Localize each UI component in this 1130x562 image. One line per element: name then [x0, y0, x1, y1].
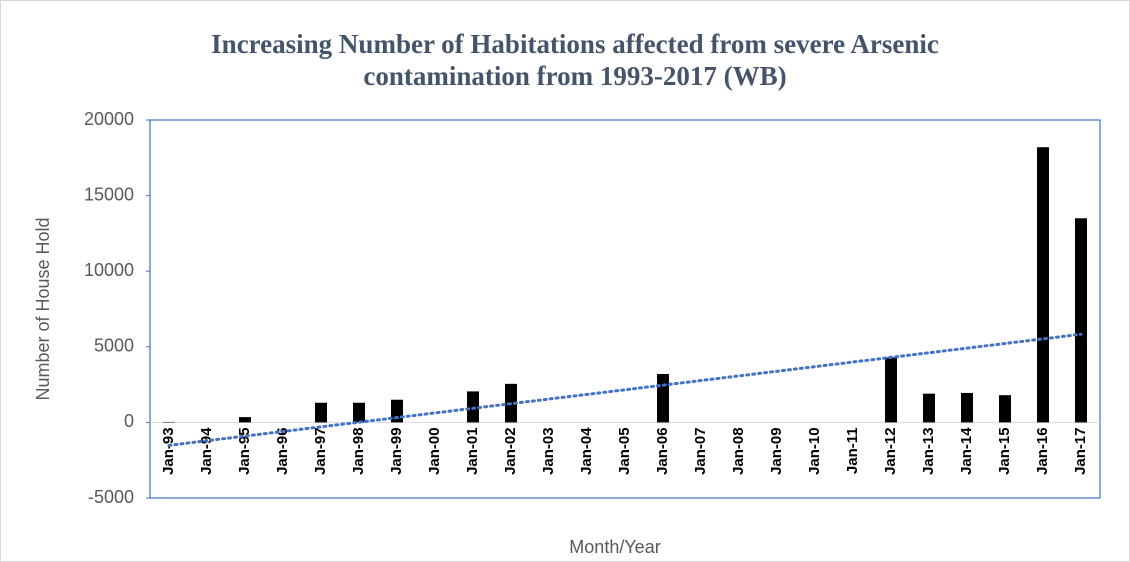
x-tick-label: Jan-02: [502, 427, 519, 475]
y-tick-label: 5000: [94, 336, 134, 356]
chart-title: Increasing Number of Habitations affecte…: [211, 29, 939, 91]
x-tick-label: Jan-93: [160, 427, 177, 475]
x-tick-label: Jan-13: [920, 427, 937, 475]
bar: [353, 402, 365, 423]
bar: [999, 395, 1011, 423]
x-tick-label: Jan-03: [540, 427, 557, 475]
x-tick-label: Jan-99: [388, 427, 405, 475]
plot-border: [149, 119, 1101, 499]
x-tick-label: Jan-00: [426, 427, 443, 475]
x-tick-label: Jan-10: [806, 427, 823, 475]
x-tick-label: Jan-14: [958, 427, 975, 475]
x-tick-label: Jan-98: [350, 427, 367, 475]
bar: [1075, 218, 1087, 423]
bar: [1037, 147, 1049, 423]
y-tick-label: 10000: [84, 260, 134, 280]
x-axis-title: Month/Year: [569, 537, 660, 557]
x-tick-label: Jan-06: [654, 427, 671, 475]
bar: [657, 374, 669, 423]
bar: [315, 402, 327, 423]
x-tick-label: Jan-97: [312, 427, 329, 475]
x-tick-label: Jan-17: [1072, 427, 1089, 475]
y-tick-label: -5000: [88, 487, 134, 507]
x-tick-label: Jan-95: [236, 427, 253, 475]
y-tick-label: 20000: [84, 109, 134, 129]
x-tick-label: Jan-11: [844, 427, 861, 474]
x-tick-label: Jan-12: [882, 427, 899, 475]
bar: [961, 392, 973, 423]
trendline: [167, 332, 1083, 447]
y-tick-label: 0: [124, 411, 134, 431]
x-tick-label: Jan-15: [996, 427, 1013, 475]
x-tick-label: Jan-09: [768, 427, 785, 475]
y-tick-label: 15000: [84, 184, 134, 204]
bar: [239, 417, 251, 423]
y-axis-title: Number of House Hold: [33, 217, 53, 400]
x-tick-label: Jan-07: [692, 427, 709, 475]
x-tick-label: Jan-05: [616, 427, 633, 475]
x-tick-label: Jan-96: [274, 427, 291, 475]
x-tick-label: Jan-16: [1034, 427, 1051, 475]
x-tick-label: Jan-04: [578, 427, 595, 475]
x-tick-label: Jan-94: [198, 427, 215, 475]
bar: [923, 393, 935, 423]
x-tick-label: Jan-08: [730, 427, 747, 475]
x-tick-label: Jan-01: [464, 427, 481, 475]
bar: [885, 357, 897, 423]
